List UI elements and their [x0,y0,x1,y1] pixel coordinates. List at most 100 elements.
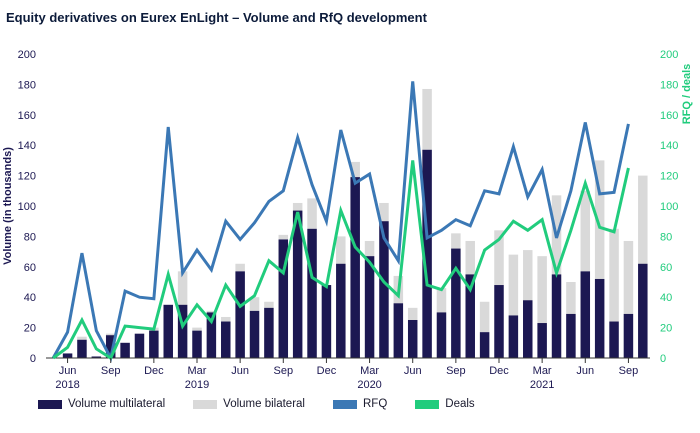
bar-multilateral [523,300,533,358]
bar-bilateral [451,233,461,249]
bar-bilateral [177,271,188,305]
bar-bilateral [537,256,547,324]
bar-multilateral [134,333,145,358]
y-tick-label: 180 [18,79,36,91]
legend-label-bilateral: Volume bilateral [223,398,305,410]
legend-item-multilateral: Volume multilateral [38,398,165,410]
bar-bilateral [479,301,490,333]
bar-multilateral [422,149,432,358]
bar-bilateral [307,198,317,229]
bar-bilateral [494,230,504,286]
y2-axis-title: RFQ / deals [681,64,693,125]
bar-bilateral [278,234,289,240]
y2-tick-label: 80 [660,231,672,243]
y-tick-label: 40 [24,292,36,304]
y2-tick-label: 120 [660,171,678,183]
bar-multilateral [580,271,591,358]
bar-bilateral [235,263,245,272]
y-tick-label: 200 [18,49,36,61]
bar-bilateral [465,240,475,275]
x-tick-label: Sep [446,365,466,377]
y-tick-label: 20 [24,323,36,335]
y-tick-label: 60 [24,262,36,274]
legend-item-deals: Deals [415,398,475,410]
legend-item-rfq: RFQ [332,398,388,410]
x-year-label: 2019 [185,379,209,391]
bar-bilateral [422,88,432,150]
bar-multilateral [479,332,490,358]
x-tick-label: Sep [273,365,293,377]
legend-label-deals: Deals [445,398,475,410]
x-year-label: 2018 [55,379,79,391]
x-tick-label: Dec [489,365,509,377]
y2-tick-label: 20 [660,323,672,335]
legend-swatch-multilateral [38,399,62,409]
bar-bilateral [566,282,576,314]
bar-multilateral [508,315,519,358]
x-year-label: 2020 [357,379,381,391]
rfq-line [51,81,630,363]
bar-bilateral [609,228,619,322]
bar-bilateral [436,288,447,313]
bar-multilateral [206,312,217,358]
bar-multilateral [623,313,634,358]
chart-title: Equity derivatives on Eurex EnLight – Vo… [6,10,427,25]
bar-multilateral [321,285,332,358]
legend-label-rfq: RFQ [362,398,388,410]
x-tick-label: Jun [404,365,422,377]
bar-multilateral [221,321,231,358]
bar-multilateral [494,285,504,358]
y2-tick-label: 200 [660,49,678,61]
bar-multilateral [264,307,274,358]
bar-multilateral [537,323,547,358]
y-tick-label: 120 [18,171,36,183]
bar-bilateral [594,160,605,279]
legend-swatch-bilateral [193,399,218,409]
bar-bilateral [623,240,634,314]
bar-bilateral [77,336,87,340]
bar-bilateral [336,236,346,264]
bar-multilateral [235,271,245,358]
x-year-label: 2021 [530,379,554,391]
x-tick-label: Jun [59,365,77,377]
bar-multilateral [451,248,461,358]
bar-multilateral [278,239,289,358]
y2-tick-label: 100 [660,201,678,213]
bar-multilateral [62,353,73,358]
bar-multilateral [393,303,404,358]
bar-multilateral [249,310,260,358]
x-tick-label: Jun [231,365,249,377]
legend-label-multilateral: Volume multilateral [68,398,166,410]
bar-bilateral [638,175,648,264]
y2-tick-label: 0 [660,353,666,365]
bar-multilateral [551,274,562,358]
y-tick-label: 0 [30,353,36,365]
bar-multilateral [566,313,576,358]
bar-bilateral [508,254,519,316]
bar-multilateral [77,339,87,358]
x-tick-label: Sep [619,365,639,377]
x-tick-label: Mar [533,365,552,377]
x-tick-label: Jun [576,365,594,377]
legend: Volume multilateral Volume bilateral RFQ… [38,398,503,410]
y2-tick-label: 40 [660,292,672,304]
bar-multilateral [149,330,159,358]
y2-tick-label: 160 [660,110,678,122]
bar-bilateral [249,297,260,311]
x-tick-label: Mar [360,365,379,377]
y-tick-label: 160 [18,110,36,122]
bar-multilateral [307,228,317,358]
legend-swatch-rfq [332,399,357,409]
deals-line [52,160,630,361]
bar-multilateral [364,256,375,358]
bar-bilateral [523,250,533,301]
y2-tick-label: 180 [660,79,678,91]
bar-bilateral [350,161,360,178]
bar-bilateral [407,307,418,320]
bar-multilateral [91,356,102,358]
y-tick-label: 140 [18,140,36,152]
y-axis-title: Volume (in thousands) [2,147,14,265]
bar-bilateral [364,240,375,257]
